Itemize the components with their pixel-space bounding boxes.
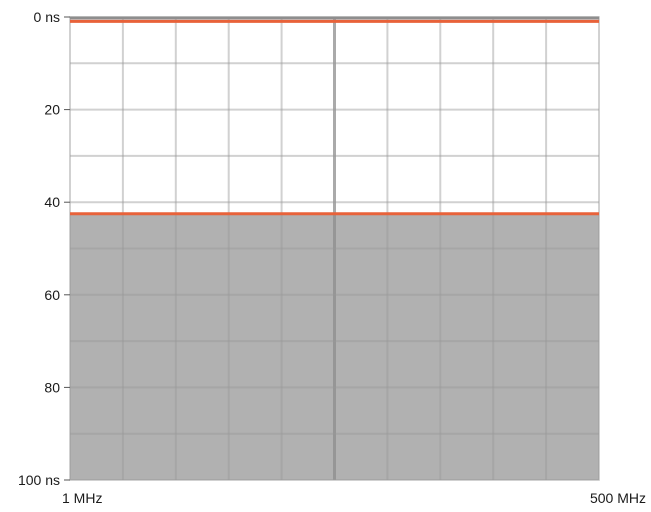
y-tick-label: 100 ns <box>18 472 60 488</box>
y-tick-label: 80 <box>44 379 60 395</box>
y-tick-label: 0 ns <box>34 9 60 25</box>
y-tick-label: 60 <box>44 287 60 303</box>
x-tick-label: 1 MHz <box>62 490 102 506</box>
y-tick-label: 40 <box>44 194 60 210</box>
x-tick-label: 500 MHz <box>590 490 646 506</box>
y-tick-label: 20 <box>44 102 60 118</box>
